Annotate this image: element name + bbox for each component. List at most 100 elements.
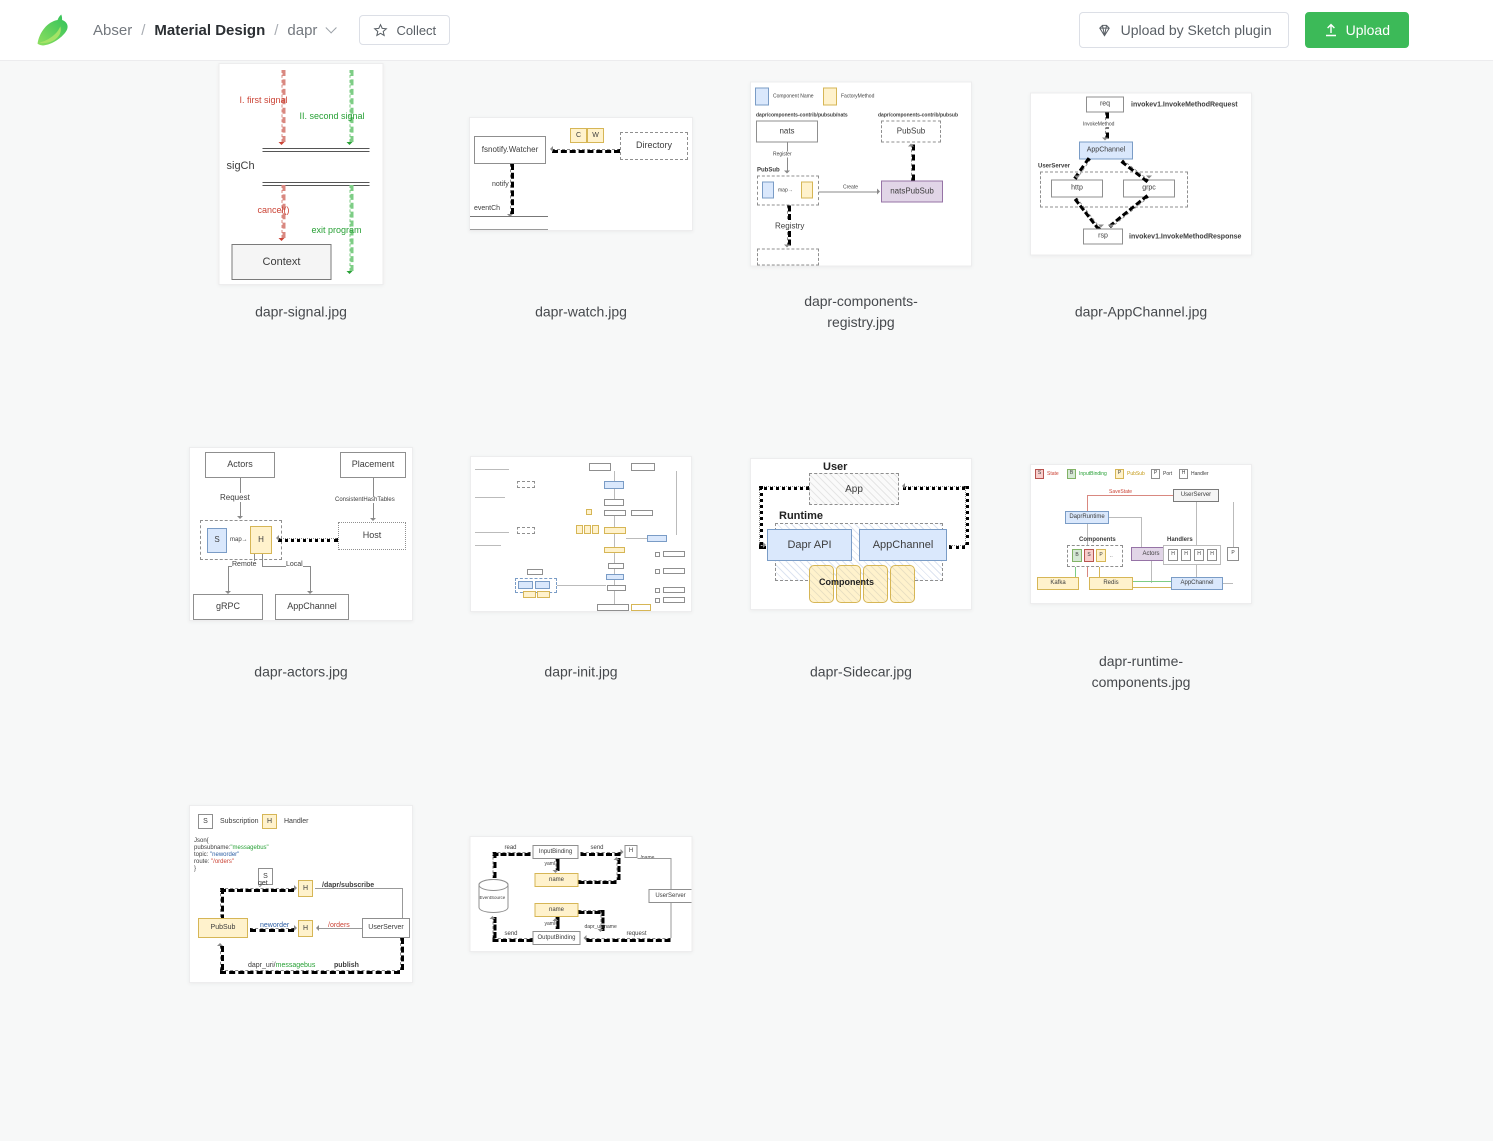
diagram-box <box>863 565 888 603</box>
diagram-box: nats <box>756 120 818 143</box>
diagram-line <box>315 888 402 889</box>
thumbnail-dapr-runtime-components[interactable]: S State B InputBinding P PubSub P Port H… <box>1030 464 1252 604</box>
diagram-line <box>1133 581 1171 582</box>
diagram-line <box>578 910 601 914</box>
json-key: pubsubname: <box>194 845 231 851</box>
chevron-down-icon[interactable] <box>325 22 338 34</box>
diagram-label: Runtime <box>779 510 823 522</box>
diagram-box <box>757 175 819 206</box>
breadcrumb-project[interactable]: Material Design <box>154 21 266 39</box>
diagram-label: yaml <box>544 861 556 867</box>
diagram-line <box>475 545 501 546</box>
diagram-line <box>1133 587 1171 588</box>
diagram-box <box>762 181 774 199</box>
thumbnail-dapr-init[interactable] <box>470 456 692 612</box>
diagram-arrowhead <box>507 214 513 220</box>
diagram-line <box>220 888 294 892</box>
breadcrumb-page[interactable]: dapr <box>287 21 318 39</box>
app-logo-bird-icon[interactable] <box>33 10 73 50</box>
diagram-box <box>655 569 660 574</box>
file-name: dapr-signal.jpg <box>255 303 347 320</box>
thumbnail-dapr-binding[interactable]: EventSource InputBinding read send H /na… <box>469 836 693 952</box>
thumbnail-dapr-subscription[interactable]: S Subscription H Handler Json{ pubsubnam… <box>189 805 413 983</box>
diagram-arrowhead <box>899 483 905 489</box>
diagram-box: AppChannel <box>1171 577 1223 590</box>
diagram-arrowhead <box>1074 175 1080 182</box>
diagram-box: gRPC <box>193 594 263 620</box>
diagram-arrowhead <box>273 535 279 541</box>
top-header: Abser / Material Design / dapr Collect U… <box>0 0 1493 61</box>
thumbnail-dapr-actors[interactable]: Actors Placement Request ConsistentHashT… <box>189 447 413 621</box>
upload-label: Upload <box>1345 22 1390 38</box>
diagram-label: pubsubname:"messagebus" <box>194 845 269 851</box>
upload-button[interactable]: Upload <box>1304 12 1409 48</box>
diagram-label: route: "/orders" <box>194 859 234 865</box>
diagram-arrowhead <box>552 915 559 921</box>
diagram-arrowhead <box>370 518 376 524</box>
diagram-box <box>592 525 599 534</box>
sketch-diamond-icon <box>1098 24 1110 37</box>
diagram-box <box>584 525 591 534</box>
diagram-box <box>663 587 685 593</box>
diagram-line <box>1087 495 1173 496</box>
diagram-box <box>604 481 624 489</box>
diagram-line <box>1151 561 1152 583</box>
diagram-label: /orders <box>328 922 350 929</box>
breadcrumb-team[interactable]: Abser <box>93 21 133 39</box>
thumbnail-dapr-components-registry[interactable]: Component Name FactoryMethod dapr/compon… <box>750 81 972 267</box>
diagram-box <box>631 510 653 516</box>
diagram-line <box>949 545 965 549</box>
diagram-box: H <box>624 845 638 858</box>
diagram-box: H <box>1194 549 1204 561</box>
thumbnail-dapr-sidecar[interactable]: User App Runtime Dapr API AppChannel Com… <box>750 458 972 610</box>
diagram-line <box>670 858 672 889</box>
diagram-label: InputBinding <box>1079 471 1107 477</box>
diagram-box: H <box>262 814 277 829</box>
diagram-box: W <box>587 128 604 143</box>
diagram-arrowhead <box>552 870 559 876</box>
collect-button[interactable]: Collect <box>359 15 451 45</box>
diagram-box <box>663 568 685 574</box>
diagram-label: dapr/components-contrib/pubsub/nats <box>756 112 848 119</box>
diagram-line <box>578 880 617 884</box>
diagram-box <box>537 591 550 598</box>
diagram-label: publish <box>334 962 359 969</box>
diagram-line <box>1223 583 1233 584</box>
diagram-box: S <box>1084 549 1094 562</box>
diagram-line <box>250 928 294 932</box>
diagram-box <box>608 563 624 569</box>
diagram-line <box>470 229 548 230</box>
grid-cell: req invokev1.InvokeMethodRequest InvokeM… <box>1001 61 1281 421</box>
thumbnail-dapr-appchannel[interactable]: req invokev1.InvokeMethodRequest InvokeM… <box>1030 92 1252 256</box>
diagram-line <box>676 471 677 535</box>
diagram-label: notify <box>492 181 509 188</box>
diagram-label: topic: "neworder" <box>194 852 239 858</box>
diagram-label: User <box>823 461 848 473</box>
diagram-box: S <box>207 528 227 553</box>
diagram-box: S <box>258 868 273 885</box>
diagram-arrowhead <box>346 142 353 148</box>
diagram-label: invokev1.InvokeMethodRequest <box>1131 101 1238 109</box>
diagram-box: H <box>298 920 313 937</box>
thumbnail-dapr-signal[interactable]: I. first signal II. second signal sigCh … <box>218 63 384 285</box>
diagram-line <box>470 216 548 217</box>
diagram-line <box>402 888 403 921</box>
thumbnail-dapr-watch[interactable]: fsnotify.Watcher C W Directory notify ev… <box>469 117 693 231</box>
diagram-box: P <box>1096 549 1106 562</box>
diagram-line <box>614 569 615 574</box>
diagram-box: S <box>198 814 213 829</box>
diagram-box <box>517 481 535 488</box>
diagram-line <box>911 144 915 181</box>
diagram-box <box>576 525 583 534</box>
uri-topic: messagebus <box>275 962 316 969</box>
diagram-box: Placement <box>340 452 406 478</box>
diagram-line <box>317 928 362 929</box>
diagram-box <box>631 463 655 471</box>
diagram-label: get <box>258 880 268 887</box>
upload-by-sketch-plugin-button[interactable]: Upload by Sketch plugin <box>1078 12 1289 48</box>
diagram-label: Components <box>1079 537 1116 543</box>
diagram-line <box>262 182 370 183</box>
diagram-box <box>663 551 685 557</box>
diagram-box: AppChannel <box>1079 141 1133 160</box>
diagram-line <box>759 486 763 545</box>
